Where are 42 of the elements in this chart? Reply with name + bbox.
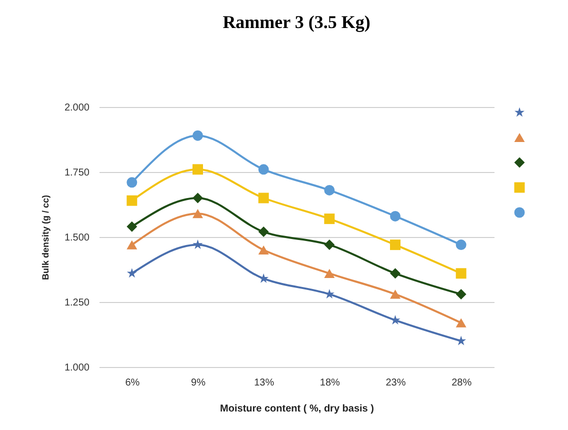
point [324,214,335,224]
point [258,164,269,175]
point [390,290,400,299]
x-tick-label: 13% [254,378,274,388]
x-tick-label: 18% [320,378,340,388]
x-tick-label: 6% [125,378,140,388]
point [390,210,400,222]
point [192,209,203,218]
point [192,164,203,175]
point [126,221,138,232]
point [390,314,400,324]
point [390,268,400,279]
point [390,240,400,250]
y-tick-label: 2.000 [64,102,90,114]
y-tick-label: 1.000 [64,362,90,374]
point [192,192,203,204]
point [324,184,335,196]
point [192,240,203,250]
y-tick-label: 1.750 [64,168,90,178]
point [192,130,203,141]
point [258,192,269,204]
point [456,240,466,250]
x-tick-label: 28% [452,378,472,388]
x-tick-label: 9% [191,378,206,388]
point [126,268,137,278]
point [456,268,466,279]
point [126,177,138,188]
y-tick-label: 1.250 [64,298,90,308]
x-axis-title: Moisture content ( %, dry basis ) [220,404,374,414]
point [324,268,335,278]
point [258,226,269,238]
point [456,318,466,328]
point [258,245,269,255]
chart-title: Rammer 3 (3.5 Kg) [222,12,370,32]
x-tick-label: 23% [386,378,406,388]
y-tick-label: 1.500 [64,232,90,244]
point [258,273,269,283]
y-axis-title: Bulk density (g / cc) [40,194,50,280]
point [456,288,466,300]
point [126,240,138,250]
point [324,240,335,250]
point [126,195,138,206]
